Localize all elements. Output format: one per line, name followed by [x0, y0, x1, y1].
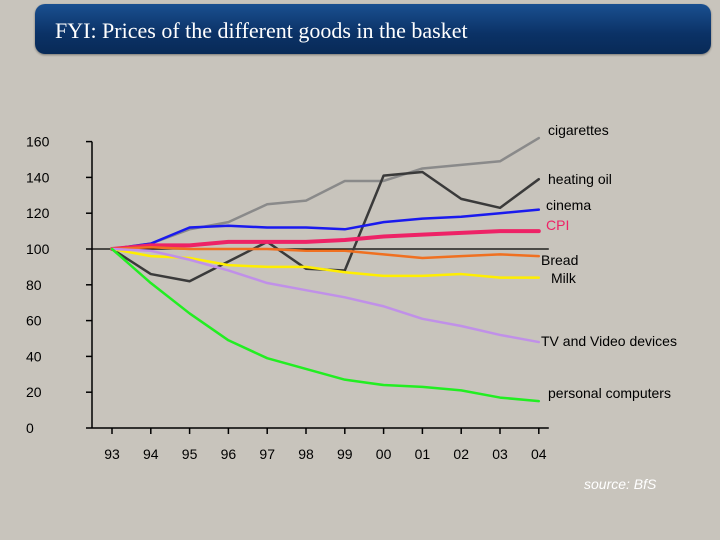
series-label-cpi: CPI: [546, 217, 569, 233]
x-tick-label: 04: [531, 446, 547, 462]
x-tick-label: 03: [492, 446, 508, 462]
x-tick-label: 97: [259, 446, 275, 462]
series-line-personal-computers: [110, 247, 541, 403]
series-label-tv-and-video-devices: TV and Video devices: [541, 333, 677, 349]
x-tick-label: 93: [104, 446, 120, 462]
series-line-cpi: [110, 229, 541, 251]
series-label-personal-computers: personal computers: [548, 385, 671, 401]
x-tick-label: 00: [376, 446, 392, 462]
series-label-heating-oil: heating oil: [548, 171, 612, 187]
series-label-milk: Milk: [551, 270, 577, 286]
x-tick-label: 98: [298, 446, 314, 462]
x-tick-label: 01: [415, 446, 431, 462]
y-tick-label: 80: [26, 277, 42, 293]
series-line-cigarettes: [110, 136, 541, 251]
series-line-milk: [110, 247, 541, 279]
title-bar: FYI: Prices of the different goods in th…: [35, 4, 711, 54]
series-line-tv-and-video-devices: [110, 247, 541, 344]
series-line-bread: [110, 245, 541, 260]
y-tick-label: 0: [26, 420, 34, 436]
y-tick-label: 140: [26, 169, 50, 185]
y-tick-label: 160: [26, 134, 50, 150]
y-tick-label: 100: [26, 241, 50, 257]
y-tick-label: 20: [26, 384, 42, 400]
x-tick-label: 95: [182, 446, 198, 462]
series-label-bread: Bread: [541, 252, 578, 268]
series-label-cigarettes: cigarettes: [548, 122, 609, 138]
y-tick-label: 60: [26, 313, 42, 329]
x-tick-label: 94: [143, 446, 159, 462]
x-tick-label: 96: [221, 446, 237, 462]
x-tick-label: 99: [337, 446, 353, 462]
series-line-cinema: [110, 208, 541, 251]
x-tick-label: 02: [453, 446, 469, 462]
series-label-cinema: cinema: [546, 197, 591, 213]
y-tick-label: 120: [26, 205, 50, 221]
chart-title: FYI: Prices of the different goods in th…: [55, 18, 468, 43]
y-tick-label: 40: [26, 348, 42, 364]
source-note: source: BfS: [584, 476, 657, 492]
series-line-heating-oil: [110, 170, 541, 283]
